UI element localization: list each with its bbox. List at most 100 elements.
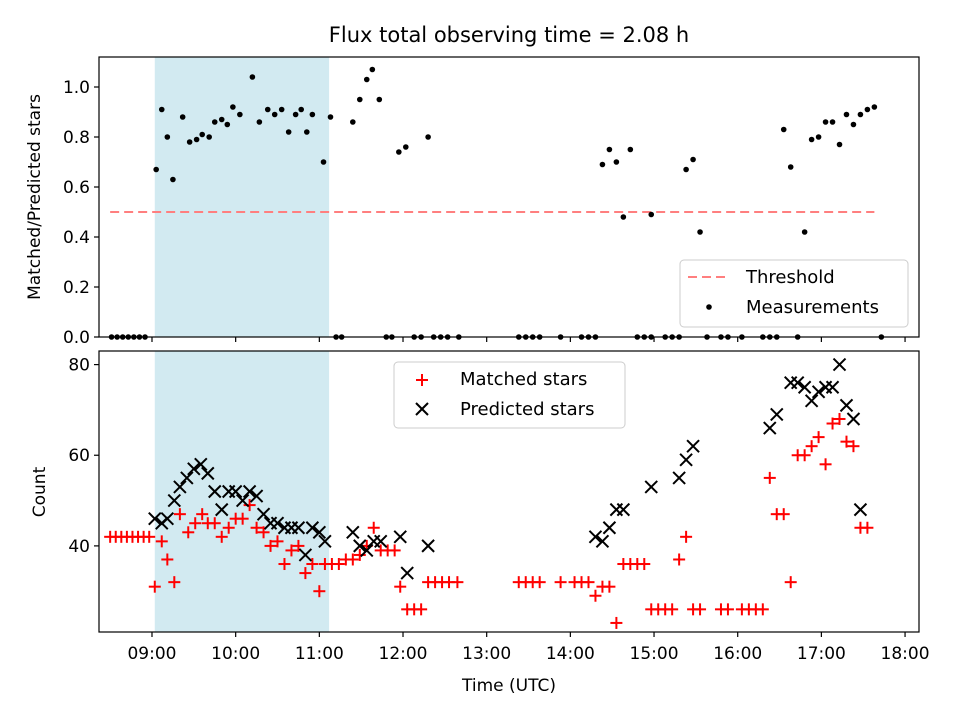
bottom-ytick-label: 60 xyxy=(68,446,90,466)
legend-predicted-swatch xyxy=(415,402,429,416)
top-ytick-label: 1.0 xyxy=(63,78,90,98)
measurement-point xyxy=(620,214,627,220)
measurement-point xyxy=(271,111,278,118)
xtick-label: 11:00 xyxy=(295,644,344,664)
predicted-star-point xyxy=(672,471,686,485)
measurement-point xyxy=(303,129,310,135)
matched-star-point xyxy=(196,508,209,521)
measurement-point xyxy=(864,106,871,113)
matched-star-point xyxy=(756,603,769,616)
bottom-highlight-span xyxy=(154,351,330,632)
matched-star-point xyxy=(694,603,707,616)
predicted-star-point xyxy=(818,380,833,394)
matched-star-point xyxy=(161,553,174,566)
matched-stars-points xyxy=(104,412,874,629)
predicted-star-point xyxy=(201,466,215,481)
bottom-panel: 40 60 80 09:00 10:00 11:00 12:00 13:00 14:00 15:… xyxy=(30,350,930,696)
measurement-point xyxy=(815,134,822,140)
predicted-star-point xyxy=(853,502,868,517)
measurement-point xyxy=(350,119,356,125)
measurement-point xyxy=(320,159,327,165)
measurement-point xyxy=(871,104,878,110)
matched-star-point xyxy=(278,558,291,571)
measurement-point xyxy=(697,229,703,235)
predicted-star-point xyxy=(187,462,201,476)
measurement-point xyxy=(264,106,271,113)
predicted-star-point xyxy=(180,471,194,485)
predicted-star-point xyxy=(811,385,826,399)
matched-star-point xyxy=(666,603,679,616)
predicted-star-point xyxy=(173,480,187,494)
top-highlight-span xyxy=(154,57,330,337)
matched-star-point xyxy=(346,553,359,566)
xtick-label: 09:00 xyxy=(127,644,176,664)
matched-star-point xyxy=(182,526,195,539)
bottom-axes-frame xyxy=(98,350,920,633)
predicted-star-point xyxy=(783,376,798,390)
legend-threshold-label: Threshold xyxy=(745,267,835,288)
matched-star-point xyxy=(784,576,797,589)
matched-star-point xyxy=(826,417,839,430)
predicted-star-point xyxy=(305,521,320,535)
top-legend-box xyxy=(679,259,909,328)
xtick-label: 13:00 xyxy=(462,644,511,664)
measurement-point xyxy=(186,139,193,145)
matched-star-point xyxy=(533,576,546,589)
measurement-point xyxy=(211,119,218,125)
matched-star-point xyxy=(451,576,464,589)
bottom-ytick-label: 80 xyxy=(68,356,90,376)
predicted-star-point xyxy=(609,502,624,517)
predicted-star-point xyxy=(804,394,819,408)
matched-star-point xyxy=(313,585,326,598)
predicted-star-point xyxy=(797,380,812,394)
predicted-star-point xyxy=(588,530,603,544)
measurement-point xyxy=(179,114,186,120)
legend-predicted-label: Predicted stars xyxy=(460,399,594,420)
legend-measurements-swatch xyxy=(706,304,712,310)
measurement-point xyxy=(690,156,696,163)
measurement-point xyxy=(292,111,299,118)
measurement-point xyxy=(425,134,431,140)
measurement-point xyxy=(836,141,843,148)
measurement-point xyxy=(158,106,165,113)
measurement-point xyxy=(309,111,316,118)
matched-star-point xyxy=(847,440,860,453)
measurement-point xyxy=(249,74,256,80)
predicted-star-point xyxy=(846,412,861,426)
matched-star-point xyxy=(582,576,595,589)
measurement-point xyxy=(822,119,829,125)
matched-star-point xyxy=(215,530,228,543)
measurement-point xyxy=(218,116,225,123)
xtick-label: 17:00 xyxy=(797,644,846,664)
matched-star-point xyxy=(143,530,156,543)
measurement-points xyxy=(108,66,885,340)
matched-star-point xyxy=(264,539,277,552)
measurement-point xyxy=(369,66,376,73)
measurement-point xyxy=(787,164,794,170)
predicted-star-point xyxy=(763,421,777,435)
xtick-label: 10:00 xyxy=(211,644,260,664)
measurement-point xyxy=(199,131,205,138)
predicted-star-point xyxy=(312,525,327,539)
measurement-point xyxy=(298,106,305,113)
matched-star-point xyxy=(840,435,853,448)
matched-star-point xyxy=(306,558,319,571)
predicted-star-point xyxy=(215,502,229,517)
xtick-label: 14:00 xyxy=(546,644,595,664)
matched-star-point xyxy=(805,440,818,453)
predicted-star-point xyxy=(256,507,271,521)
matched-star-point xyxy=(777,508,790,521)
top-axes-frame xyxy=(98,56,920,338)
predicted-star-point xyxy=(644,480,658,494)
predicted-star-point xyxy=(148,511,162,526)
measurement-point xyxy=(224,121,231,128)
measurement-point xyxy=(327,114,334,120)
matched-star-point xyxy=(388,544,401,557)
matched-star-point xyxy=(332,558,345,571)
bottom-ytick-label: 40 xyxy=(68,537,90,557)
predicted-star-point xyxy=(242,484,257,499)
predicted-star-point xyxy=(208,484,222,499)
predicted-star-point xyxy=(616,502,631,517)
matched-star-point xyxy=(173,508,186,521)
matched-star-point xyxy=(222,521,235,534)
